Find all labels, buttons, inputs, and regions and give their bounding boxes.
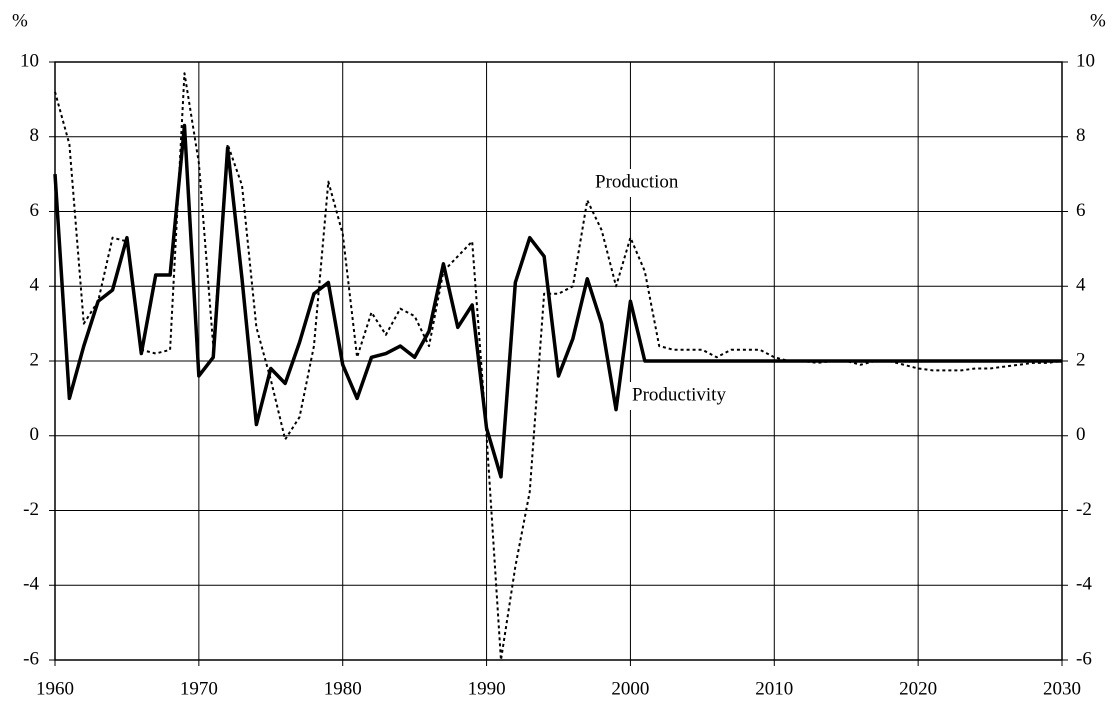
y-tick-label: 10 bbox=[20, 50, 39, 71]
y-tick-label: 8 bbox=[30, 125, 40, 146]
x-tick-label: 2010 bbox=[755, 678, 793, 699]
y2-tick-label: 0 bbox=[1076, 424, 1086, 445]
x-tick-label: 2020 bbox=[899, 678, 937, 699]
x-tick-label: 1970 bbox=[180, 678, 218, 699]
y2-tick-label: 6 bbox=[1076, 200, 1086, 221]
line-series bbox=[53, 123, 1062, 479]
y2-tick-label: -4 bbox=[1076, 574, 1092, 595]
y-unit-left: % bbox=[12, 10, 28, 31]
y2-tick-label: -2 bbox=[1076, 499, 1092, 520]
y-tick-label: -6 bbox=[23, 648, 39, 669]
x-tick-label: 2000 bbox=[611, 678, 649, 699]
series-label: Productivity bbox=[632, 384, 726, 405]
y-tick-label: 4 bbox=[30, 275, 40, 296]
y2-tick-label: 10 bbox=[1076, 50, 1095, 71]
y-tick-label: 0 bbox=[30, 424, 40, 445]
x-tick-label: 1990 bbox=[468, 678, 506, 699]
y-tick-label: 2 bbox=[30, 349, 40, 370]
y-tick-label: -4 bbox=[23, 574, 39, 595]
y2-tick-label: 2 bbox=[1076, 349, 1086, 370]
annotation-bg bbox=[591, 169, 683, 197]
y2-tick-label: -6 bbox=[1076, 648, 1092, 669]
y2-tick-label: 4 bbox=[1076, 275, 1086, 296]
y-tick-label: 6 bbox=[30, 200, 40, 221]
y-tick-label: -2 bbox=[23, 499, 39, 520]
x-tick-label: 2030 bbox=[1043, 678, 1081, 699]
y2-tick-label: 8 bbox=[1076, 125, 1086, 146]
x-tick-label: 1960 bbox=[36, 678, 74, 699]
annotation-bg bbox=[628, 382, 730, 410]
x-tick-label: 1980 bbox=[324, 678, 362, 699]
y-unit-right: % bbox=[1090, 10, 1106, 31]
series-label: Production bbox=[595, 171, 679, 192]
